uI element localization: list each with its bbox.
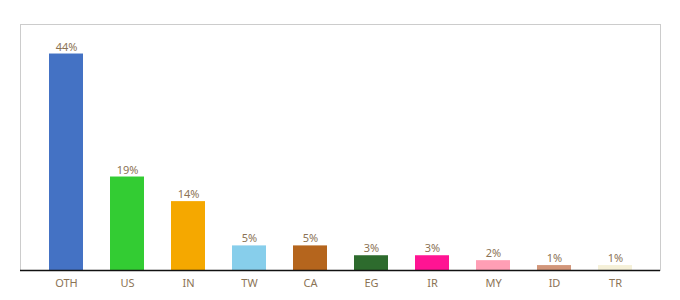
svg-text:2%: 2% (486, 245, 501, 260)
svg-text:1%: 1% (608, 250, 623, 265)
svg-text:19%: 19% (117, 162, 139, 177)
svg-text:CA: CA (304, 275, 319, 290)
svg-text:OTH: OTH (55, 275, 78, 290)
svg-text:MY: MY (485, 275, 502, 290)
svg-text:ID: ID (549, 275, 561, 290)
svg-text:IN: IN (182, 275, 194, 290)
svg-text:44%: 44% (56, 39, 78, 54)
svg-text:IR: IR (427, 275, 438, 290)
svg-text:EG: EG (364, 275, 378, 290)
svg-text:3%: 3% (364, 240, 379, 255)
svg-text:TR: TR (609, 275, 622, 290)
svg-text:5%: 5% (303, 230, 318, 245)
svg-text:TW: TW (241, 275, 258, 290)
svg-text:3%: 3% (425, 240, 440, 255)
svg-text:1%: 1% (547, 250, 562, 265)
svg-text:5%: 5% (242, 230, 257, 245)
svg-text:14%: 14% (178, 186, 200, 201)
svg-text:US: US (120, 275, 134, 290)
